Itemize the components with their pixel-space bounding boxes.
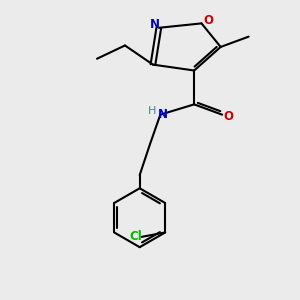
Text: Cl: Cl bbox=[129, 230, 142, 243]
Text: N: N bbox=[150, 18, 160, 31]
Text: O: O bbox=[224, 110, 234, 123]
Text: H: H bbox=[148, 106, 156, 116]
Text: N: N bbox=[158, 108, 168, 121]
Text: O: O bbox=[203, 14, 213, 27]
